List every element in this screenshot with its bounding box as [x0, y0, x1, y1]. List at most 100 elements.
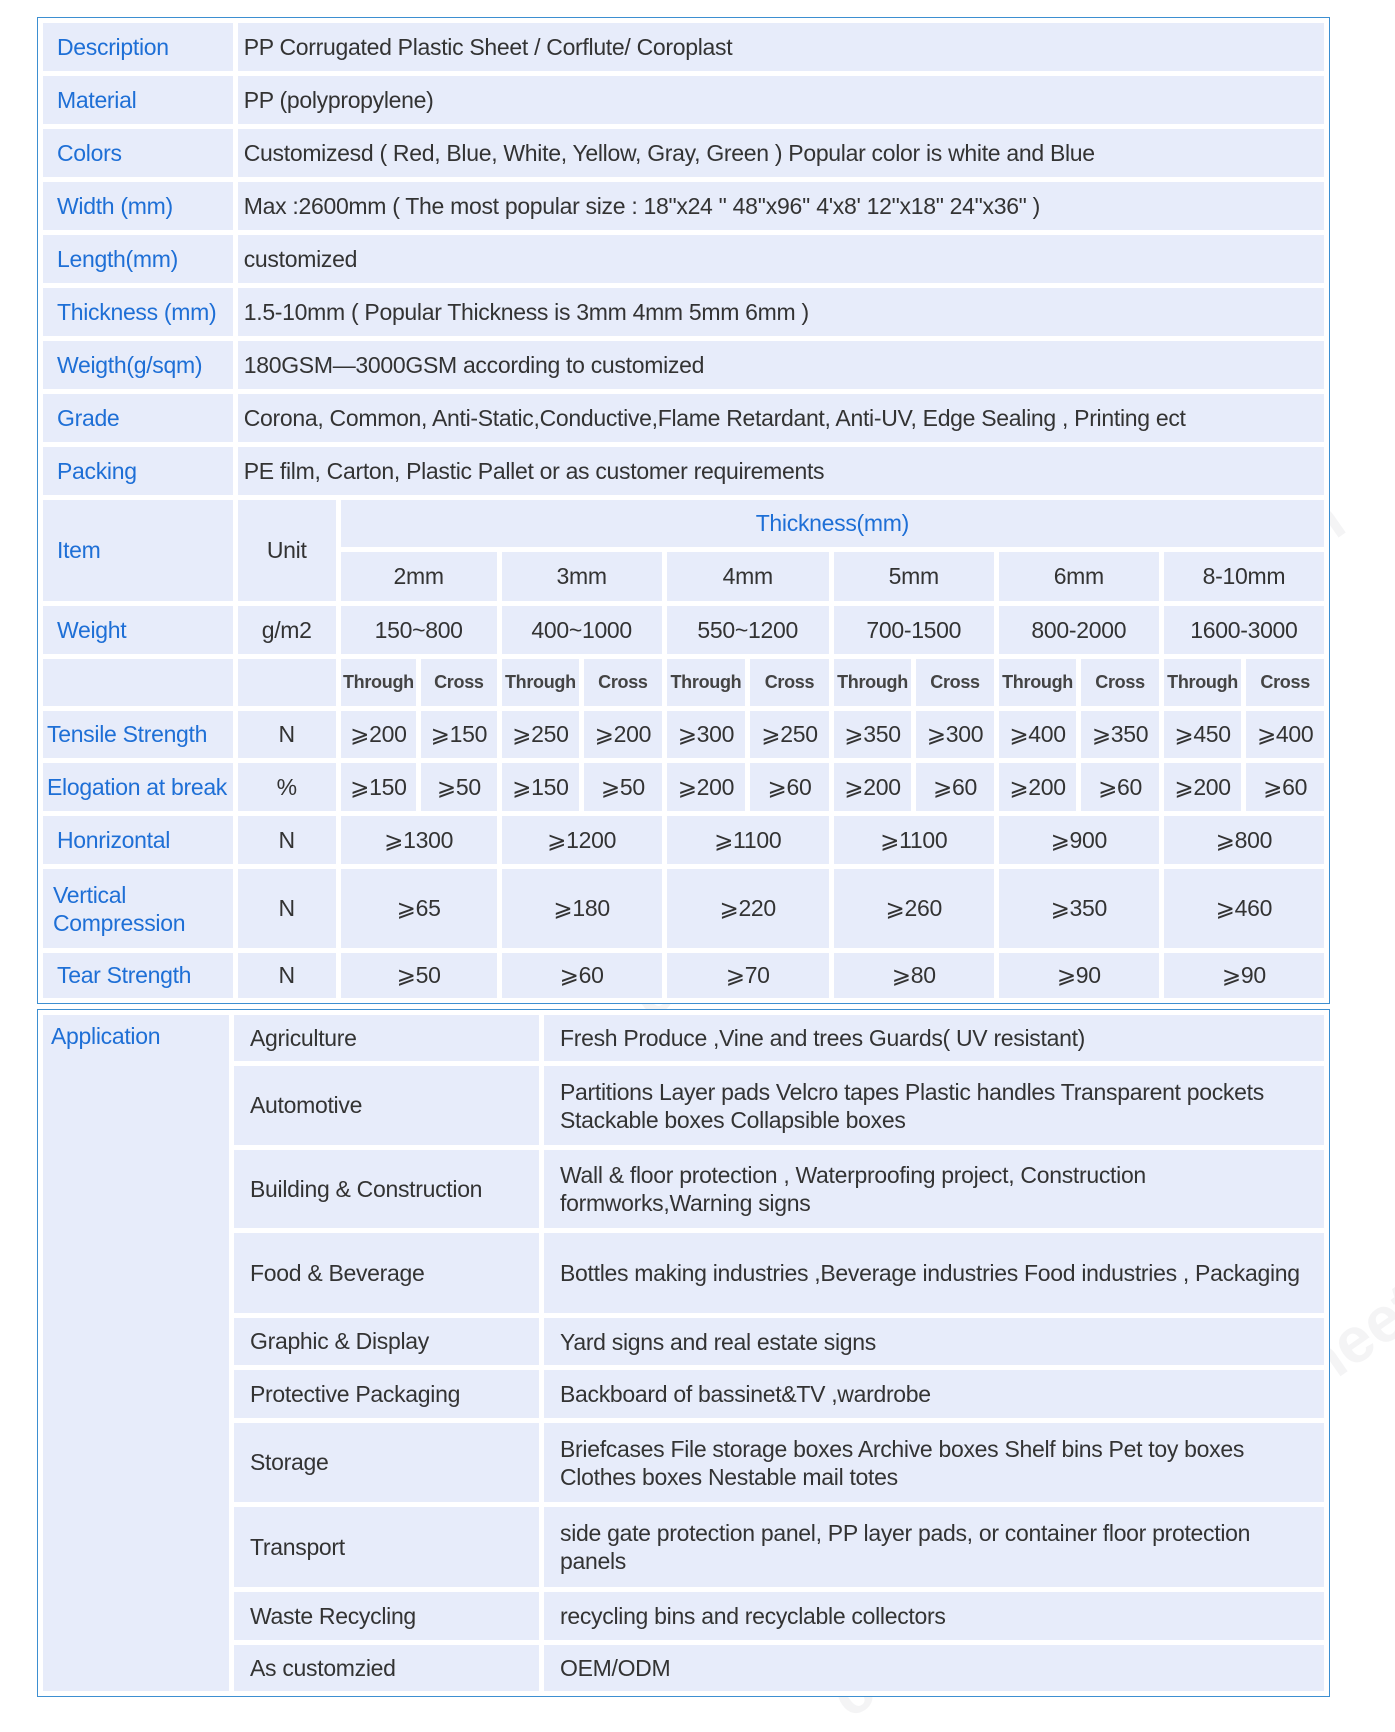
through-label: Through: [340, 659, 417, 706]
vertical-value: ⩾260: [833, 869, 994, 948]
size-header: 4mm: [666, 552, 829, 601]
application-category: Waste Recycling: [234, 1592, 539, 1640]
spec-row: Weigth(g/sqm) 180GSM—3000GSM according to…: [43, 341, 1324, 389]
tear-value: ⩾50: [340, 953, 497, 998]
tear-label: Tear Strength: [43, 953, 233, 998]
tensile-row: Tensile Strength N ⩾200 ⩾150 ⩾250 ⩾200 ⩾300 ⩾25…: [43, 711, 1324, 758]
vertical-value: ⩾65: [340, 869, 497, 948]
tear-row: Tear Strength N ⩾50 ⩾60 ⩾70 ⩾80 ⩾90 ⩾90: [43, 953, 1324, 998]
horizontal-label: Honrizontal: [43, 816, 233, 864]
tensile-value: ⩾300: [666, 711, 746, 758]
application-row: Food & Beverage Bottles making industries…: [43, 1233, 1324, 1313]
vertical-value: ⩾460: [1163, 869, 1324, 948]
spec-label: Colors: [43, 129, 233, 177]
tear-unit: N: [237, 953, 336, 998]
thickness-header: Thickness(mm): [340, 500, 1324, 547]
weight-row: Weight g/m2 150~800 400~1000 550~1200 700-150…: [43, 606, 1324, 654]
spec-value: PP (polypropylene): [237, 76, 1324, 124]
elongation-value: ⩾200: [833, 763, 912, 811]
application-uses: Yard signs and real estate signs: [544, 1318, 1324, 1365]
size-header: 5mm: [833, 552, 994, 601]
specification-table: Description PP Corrugated Plastic Sheet /…: [37, 17, 1330, 1004]
weight-label: Weight: [43, 606, 233, 654]
vertical-value: ⩾180: [501, 869, 662, 948]
elongation-value: ⩾150: [501, 763, 580, 811]
spec-row: Description PP Corrugated Plastic Sheet /…: [43, 23, 1324, 71]
weight-value: 150~800: [340, 606, 497, 654]
tensile-value: ⩾400: [1246, 711, 1324, 758]
elongation-value: ⩾60: [1246, 763, 1324, 811]
vertical-value: ⩾350: [998, 869, 1159, 948]
horizontal-value: ⩾1100: [833, 816, 994, 864]
application-label: Application: [43, 1015, 229, 1691]
direction-row: Through Cross Through Cross Through Cross Thro…: [43, 659, 1324, 706]
application-uses: side gate protection panel, PP layer pad…: [544, 1507, 1324, 1587]
spec-row: Grade Corona, Common, Anti-Static,Conduct…: [43, 394, 1324, 442]
horizontal-value: ⩾800: [1163, 816, 1324, 864]
elongation-row: Elogation at break% ⩾150 ⩾50 ⩾150 ⩾50 ⩾200 ⩾60…: [43, 763, 1324, 811]
spec-row: Colors Customizesd ( Red, Blue, White, Ye…: [43, 129, 1324, 177]
vertical-label: Vertical Compression: [43, 869, 233, 948]
elongation-value: ⩾200: [1163, 763, 1242, 811]
tensile-value: ⩾400: [998, 711, 1077, 758]
empty-cell: [43, 659, 233, 706]
application-row: Storage Briefcases File storage boxes Arc…: [43, 1423, 1324, 1502]
tensile-value: ⩾450: [1163, 711, 1242, 758]
tear-value: ⩾90: [998, 953, 1159, 998]
spec-label: Thickness (mm): [43, 288, 233, 336]
cross-label: Cross: [1246, 659, 1324, 706]
horizontal-value: ⩾900: [998, 816, 1159, 864]
spec-value: Corona, Common, Anti-Static,Conductive,F…: [237, 394, 1324, 442]
spec-row: Width (mm) Max :2600mm ( The most popular…: [43, 182, 1324, 230]
size-header: 2mm: [340, 552, 497, 601]
weight-value: 1600-3000: [1163, 606, 1324, 654]
elongation-unit: %: [237, 763, 336, 811]
horizontal-row: Honrizontal N ⩾1300 ⩾1200 ⩾1100 ⩾1100 ⩾900 ⩾800: [43, 816, 1324, 864]
application-uses: recycling bins and recyclable collectors: [544, 1592, 1324, 1640]
spec-label: Grade: [43, 394, 233, 442]
application-uses: OEM/ODM: [544, 1645, 1324, 1691]
tear-value: ⩾80: [833, 953, 994, 998]
vertical-unit: N: [237, 869, 336, 948]
through-label: Through: [998, 659, 1077, 706]
spec-row: Material PP (polypropylene): [43, 76, 1324, 124]
tensile-value: ⩾150: [421, 711, 497, 758]
through-label: Through: [501, 659, 580, 706]
tensile-value: ⩾250: [501, 711, 580, 758]
application-row: Building & Construction Wall & floor prot…: [43, 1150, 1324, 1228]
application-uses: Briefcases File storage boxes Archive bo…: [544, 1423, 1324, 1502]
spec-row: Packing PE film, Carton, Plastic Pallet o…: [43, 447, 1324, 495]
through-label: Through: [833, 659, 912, 706]
through-label: Through: [666, 659, 746, 706]
tensile-value: ⩾300: [916, 711, 994, 758]
spec-label: Packing: [43, 447, 233, 495]
spec-row: Length(mm) customized: [43, 235, 1324, 283]
application-category: Graphic & Display: [234, 1318, 539, 1365]
size-row: 2mm 3mm 4mm 5mm 6mm 8-10mm: [43, 552, 1324, 601]
tear-value: ⩾70: [666, 953, 829, 998]
application-row: As customzied OEM/ODM: [43, 1645, 1324, 1691]
thickness-header-row: Item Unit Thickness(mm): [43, 500, 1324, 601]
application-category: As customzied: [234, 1645, 539, 1691]
size-header: 8-10mm: [1163, 552, 1324, 601]
tear-value: ⩾60: [501, 953, 662, 998]
size-header: 3mm: [501, 552, 662, 601]
application-row: Transport side gate protection panel, PP …: [43, 1507, 1324, 1587]
size-header: 6mm: [998, 552, 1159, 601]
application-uses: Wall & floor protection , Waterproofing …: [544, 1150, 1324, 1228]
application-category: Protective Packaging: [234, 1370, 539, 1418]
weight-value: 700-1500: [833, 606, 994, 654]
elongation-value: ⩾60: [916, 763, 994, 811]
application-category: Storage: [234, 1423, 539, 1502]
tensile-value: ⩾350: [833, 711, 912, 758]
cross-label: Cross: [421, 659, 497, 706]
spec-value: customized: [237, 235, 1324, 283]
elongation-value: ⩾150: [340, 763, 417, 811]
tensile-unit: N: [237, 711, 336, 758]
spec-label: Material: [43, 76, 233, 124]
application-row: Protective Packaging Backboard of bassine…: [43, 1370, 1324, 1418]
horizontal-unit: N: [237, 816, 336, 864]
application-category: Automotive: [234, 1066, 539, 1145]
application-row: Application Agriculture Fresh Produce ,Vin…: [43, 1015, 1324, 1691]
application-category: Transport: [234, 1507, 539, 1587]
